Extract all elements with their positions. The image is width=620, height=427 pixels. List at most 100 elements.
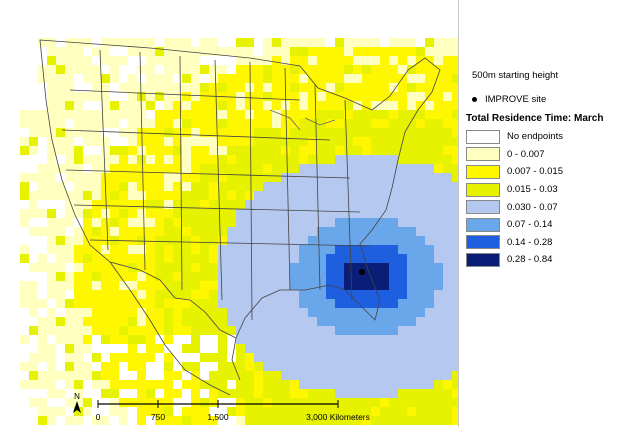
grid-cell bbox=[47, 209, 56, 218]
grid-cell bbox=[317, 56, 326, 65]
grid-cell bbox=[389, 191, 398, 200]
grid-cell bbox=[74, 146, 83, 155]
grid-cell bbox=[182, 92, 191, 101]
grid-cell bbox=[92, 182, 101, 191]
grid-cell bbox=[155, 389, 164, 398]
grid-cell bbox=[443, 146, 452, 155]
grid-cell bbox=[209, 155, 218, 164]
grid-cell bbox=[137, 209, 146, 218]
grid-cell bbox=[353, 317, 362, 326]
grid-cell bbox=[74, 380, 83, 389]
grid-cell bbox=[254, 101, 263, 110]
grid-cell bbox=[218, 191, 227, 200]
grid-cell bbox=[362, 47, 371, 56]
grid-cell bbox=[398, 335, 407, 344]
grid-cell bbox=[308, 218, 317, 227]
grid-cell bbox=[272, 191, 281, 200]
grid-cell bbox=[209, 416, 218, 425]
grid-cell bbox=[182, 416, 191, 425]
grid-cell bbox=[245, 272, 254, 281]
grid-cell bbox=[191, 209, 200, 218]
grid-cell bbox=[74, 308, 83, 317]
grid-cell bbox=[335, 407, 344, 416]
legend-label: 0.007 - 0.015 bbox=[507, 166, 563, 178]
grid-cell bbox=[155, 56, 164, 65]
grid-cell bbox=[434, 380, 443, 389]
legend-swatch bbox=[466, 217, 500, 232]
grid-cell bbox=[299, 137, 308, 146]
grid-cell bbox=[56, 236, 65, 245]
grid-cell bbox=[416, 56, 425, 65]
grid-cell bbox=[371, 254, 380, 263]
grid-cell bbox=[20, 101, 29, 110]
grid-cell bbox=[56, 182, 65, 191]
grid-cell bbox=[344, 155, 353, 164]
grid-cell bbox=[155, 182, 164, 191]
grid-cell bbox=[92, 74, 101, 83]
grid-cell bbox=[416, 47, 425, 56]
grid-cell bbox=[83, 227, 92, 236]
grid-cell bbox=[371, 317, 380, 326]
grid-cell bbox=[398, 83, 407, 92]
grid-cell bbox=[416, 299, 425, 308]
grid-cell bbox=[101, 416, 110, 425]
grid-cell bbox=[56, 299, 65, 308]
grid-cell bbox=[353, 56, 362, 65]
grid-cell bbox=[416, 317, 425, 326]
grid-cell bbox=[452, 65, 458, 74]
grid-cell bbox=[290, 218, 299, 227]
grid-cell bbox=[56, 362, 65, 371]
grid-cell bbox=[155, 83, 164, 92]
grid-cell bbox=[56, 326, 65, 335]
grid-cell bbox=[452, 371, 458, 380]
grid-cell bbox=[425, 389, 434, 398]
grid-cell bbox=[137, 398, 146, 407]
grid-cell bbox=[227, 74, 236, 83]
grid-cell bbox=[164, 137, 173, 146]
grid-cell bbox=[299, 200, 308, 209]
grid-cell bbox=[155, 245, 164, 254]
grid-cell bbox=[38, 173, 47, 182]
grid-cell bbox=[299, 164, 308, 173]
grid-cell bbox=[434, 407, 443, 416]
grid-cell bbox=[29, 182, 38, 191]
grid-cell bbox=[227, 119, 236, 128]
grid-cell bbox=[74, 83, 83, 92]
grid-cell bbox=[353, 335, 362, 344]
grid-cell bbox=[416, 65, 425, 74]
grid-cell bbox=[326, 119, 335, 128]
grid-cell bbox=[236, 335, 245, 344]
grid-cell bbox=[218, 65, 227, 74]
grid-cell bbox=[443, 38, 452, 47]
grid-cell bbox=[236, 38, 245, 47]
grid-cell bbox=[389, 317, 398, 326]
grid-cell bbox=[110, 38, 119, 47]
grid-cell bbox=[362, 281, 371, 290]
grid-cell bbox=[416, 236, 425, 245]
grid-cell bbox=[299, 173, 308, 182]
grid-cell bbox=[146, 389, 155, 398]
grid-cell bbox=[92, 335, 101, 344]
grid-cell bbox=[146, 254, 155, 263]
grid-cell bbox=[245, 344, 254, 353]
grid-cell bbox=[119, 200, 128, 209]
grid-cell bbox=[443, 254, 452, 263]
grid-cell bbox=[83, 245, 92, 254]
grid-cell bbox=[308, 254, 317, 263]
grid-cell bbox=[29, 398, 38, 407]
grid-cell bbox=[227, 47, 236, 56]
grid-cell bbox=[290, 155, 299, 164]
residence-grid-cells bbox=[20, 38, 458, 425]
grid-cell bbox=[65, 290, 74, 299]
grid-cell bbox=[254, 38, 263, 47]
grid-cell bbox=[398, 236, 407, 245]
grid-cell bbox=[299, 263, 308, 272]
grid-cell bbox=[56, 272, 65, 281]
grid-cell bbox=[137, 299, 146, 308]
legend-row: 0.030 - 0.07 bbox=[466, 198, 563, 216]
grid-cell bbox=[263, 182, 272, 191]
grid-cell bbox=[254, 110, 263, 119]
grid-cell bbox=[155, 191, 164, 200]
grid-cell bbox=[326, 308, 335, 317]
grid-cell bbox=[389, 155, 398, 164]
